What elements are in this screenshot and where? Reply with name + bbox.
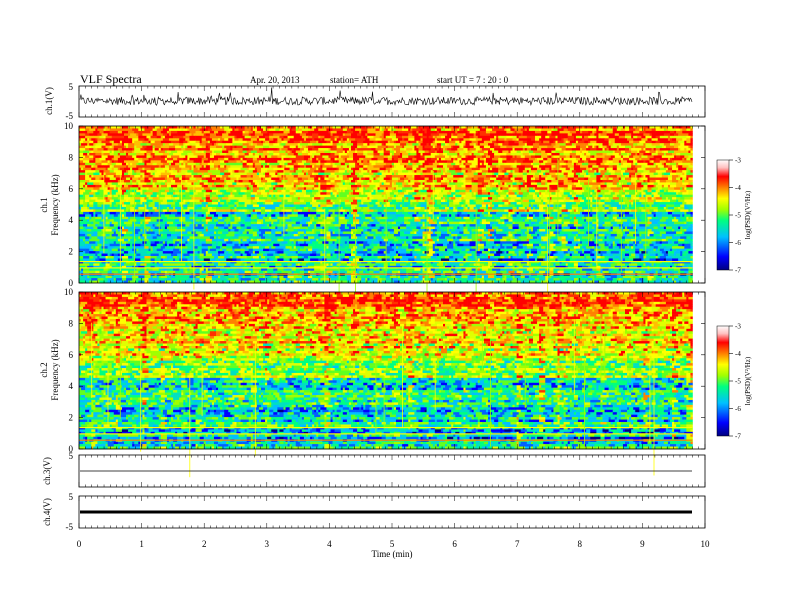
colorbar-tick-label: -6 [735, 239, 741, 247]
station-label: station= ATH [330, 75, 378, 85]
time-tick-label: 10 [701, 539, 711, 549]
spectrogram-ytick-label: 10 [64, 287, 74, 297]
ch2-spectrogram-ylabel-frequency: Frequency (kHz) [50, 339, 60, 400]
time-axis-label: Time (min) [372, 549, 413, 559]
time-tick-label: 2 [202, 539, 207, 549]
colorbar-tick-label: -7 [735, 433, 741, 441]
spectrogram-ytick-label: 8 [69, 318, 74, 328]
ch1-ytick-top: 5 [69, 82, 74, 92]
ch2-colorbar-ticks: -3 -4 -5 -6 -7 [729, 323, 741, 441]
ch2-spectrogram-yticks: 0 2 4 6 8 10 [64, 287, 705, 454]
spectrogram-ytick-label: 6 [69, 350, 74, 360]
time-axis-tick-labels: 0 1 2 3 4 5 6 7 8 9 10 [77, 539, 710, 549]
spectrogram-ytick-label: 10 [64, 121, 74, 131]
ch1-waveform-trace [79, 87, 693, 107]
ch1-spectrogram-ylabel-frequency: Frequency (kHz) [50, 174, 60, 235]
ch1-waveform-ylabel: ch.1(V) [44, 87, 54, 115]
ch1-spectrogram-ylabel-channel: ch.1 [39, 197, 49, 212]
spectrogram-ytick-label: 4 [69, 381, 74, 391]
ch3-ytick-top: 5 [69, 451, 74, 461]
spectrogram-ytick-label: 2 [69, 247, 74, 257]
ch2-spectrogram-ylabel-channel: ch.2 [39, 362, 49, 377]
ch3-waveform-ylabel: ch.3(V) [42, 457, 52, 485]
ch4-waveform-ylabel: ch.4(V) [42, 498, 52, 526]
colorbar-tick-label: -6 [735, 405, 741, 413]
time-tick-label: 0 [77, 539, 82, 549]
colorbar-tick-label: -5 [735, 212, 741, 220]
spectrogram-ytick-label: 4 [69, 215, 74, 225]
time-tick-label: 5 [390, 539, 395, 549]
colorbar-tick-label: -7 [735, 267, 741, 275]
ch1-ytick-bottom: -5 [66, 111, 74, 121]
colorbar-tick-label: -4 [735, 350, 741, 358]
ch2-colorbar [716, 325, 730, 437]
time-tick-label: 9 [640, 539, 645, 549]
time-tick-label: 3 [265, 539, 270, 549]
time-tick-label: 1 [139, 539, 144, 549]
colorbar-tick-label: -5 [735, 378, 741, 386]
ch1-colorbar [716, 159, 730, 271]
colorbar-tick-label: -3 [735, 157, 741, 165]
spectrogram-ytick-label: 2 [69, 413, 74, 423]
ch2-colorbar-label: log(PSD)(V²/Hz) [744, 356, 752, 405]
time-tick-label: 4 [327, 539, 332, 549]
time-tick-label: 7 [515, 539, 520, 549]
colorbar-tick-label: -3 [735, 323, 741, 331]
spectrogram-ytick-label: 8 [69, 152, 74, 162]
colorbar-tick-label: -4 [735, 184, 741, 192]
ch4-ytick-top: 5 [69, 492, 74, 502]
spectrogram-ytick-label: 0 [69, 278, 74, 288]
time-tick-marks [78, 86, 706, 528]
ch2-spectrogram-heatmap [79, 292, 693, 478]
ch4-ytick-bottom: -5 [66, 522, 74, 532]
ch1-colorbar-ticks: -3 -4 -5 -6 -7 [729, 157, 741, 275]
spectrogram-ytick-label: 6 [69, 184, 74, 194]
spectrogram-ytick-label: 0 [69, 444, 74, 454]
ch1-spectrogram-heatmap [79, 126, 693, 338]
start-time-label: start UT = 7 : 20 : 0 [437, 75, 508, 85]
date-label: Apr. 20, 2013 [250, 75, 300, 85]
ch1-colorbar-label: log(PSD)(V²/Hz) [744, 190, 752, 239]
time-tick-label: 8 [578, 539, 583, 549]
ch1-waveform-panel: 5 -5 ch.1(V) [44, 82, 706, 121]
time-tick-label: 6 [452, 539, 457, 549]
ch1-spectrogram-yticks: 0 2 4 6 8 10 [64, 121, 705, 288]
plot-title: VLF Spectra [80, 72, 142, 87]
